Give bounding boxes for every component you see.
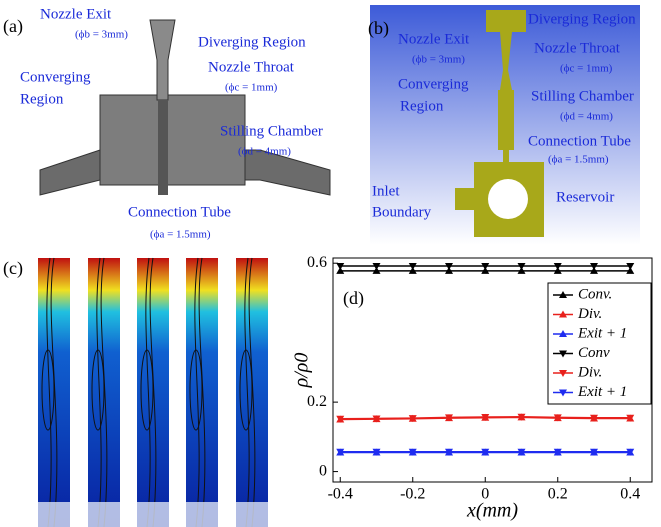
annotation: Region	[400, 98, 444, 114]
annotation: (ϕd = 4mm)	[560, 111, 613, 123]
legend-label: Exit + 1	[577, 384, 627, 400]
annotation: Boundary	[372, 204, 432, 220]
outlet	[137, 502, 169, 527]
legend-label: Div.	[577, 364, 602, 380]
annotation: Inlet	[372, 183, 400, 199]
legend-label: Exit + 1	[577, 325, 627, 341]
outlet	[186, 502, 218, 527]
x-axis-label: x(mm)	[466, 500, 518, 522]
annotation: Converging	[398, 76, 469, 92]
y-tick-label: 0.6	[307, 254, 327, 271]
annotation: Stilling Chamber	[531, 88, 634, 104]
annotation: (ϕa = 1.5mm)	[548, 154, 609, 166]
x-tick-label: 0.4	[620, 486, 640, 503]
annotation: (ϕa = 1.5mm)	[150, 229, 211, 241]
annotation: (ϕb = 3mm)	[412, 54, 465, 66]
legend-label: Div.	[577, 306, 602, 322]
y-tick-label: 0.2	[307, 393, 327, 410]
figure: (a) (b) (c) Nozzle Exit (ϕb = 3mm) Diverging …	[0, 0, 661, 527]
annotation: Region	[20, 91, 64, 107]
outlet	[88, 502, 120, 527]
panel-label: (d)	[343, 288, 364, 309]
annotation: (ϕb = 3mm)	[75, 29, 128, 41]
cfd-images	[38, 258, 268, 527]
annotation: Reservoir	[556, 189, 614, 205]
annotation: Converging	[20, 69, 91, 85]
x-tick-label: -0.2	[400, 486, 425, 503]
y-tick-label: 0	[319, 462, 327, 479]
panel-label: (a)	[3, 16, 23, 37]
y-axis-label: ρ/ρ0	[291, 353, 313, 389]
panel-label: (c)	[3, 258, 23, 279]
annotation: Diverging Region	[528, 11, 636, 27]
x-tick-label: 0.2	[548, 486, 568, 503]
outlet	[38, 502, 70, 527]
annotation: Connection Tube	[528, 133, 631, 149]
annotation: (ϕc = 1mm)	[560, 63, 613, 75]
annotation: Stilling Chamber	[220, 123, 323, 139]
panel-label: (b)	[368, 18, 389, 39]
annotation: Connection Tube	[128, 204, 231, 220]
annotation: Nozzle Throat	[534, 40, 621, 56]
annotation: Nozzle Throat	[208, 59, 295, 75]
outlet	[236, 502, 268, 527]
annotation: Nozzle Exit	[40, 6, 112, 22]
annotation: Nozzle Exit	[398, 31, 470, 47]
x-tick-label: -0.4	[328, 486, 353, 503]
legend-label: Conv	[578, 345, 610, 361]
annotation: (ϕd = 4mm)	[238, 146, 291, 158]
annotation: Diverging Region	[198, 34, 306, 50]
annotation: (ϕc = 1mm)	[225, 82, 278, 94]
legend-label: Conv.	[578, 286, 612, 302]
